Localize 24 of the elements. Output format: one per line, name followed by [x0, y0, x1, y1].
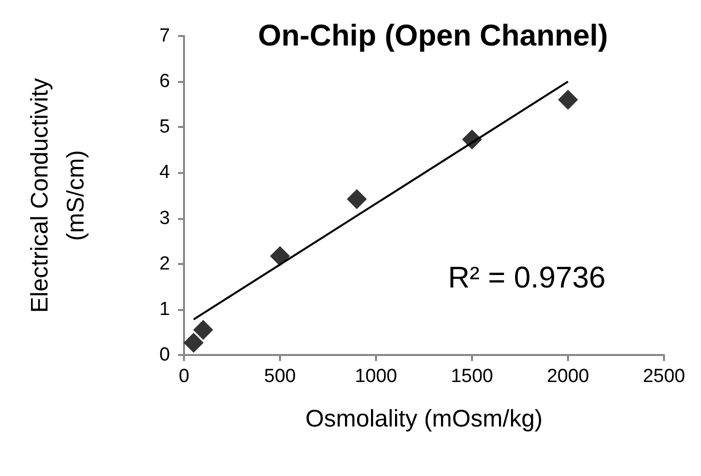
x-tick-label: 500: [264, 366, 296, 387]
chart-title: On-Chip (Open Channel): [258, 20, 608, 52]
annotation: R² = 0.9736: [448, 262, 606, 294]
y-tick-label: 0: [159, 344, 170, 366]
x-axis-title: Osmolality (mOsm/kg): [305, 406, 543, 432]
y-axis-title: Electrical Conductivity (mS/cm): [26, 78, 90, 313]
point: [346, 189, 367, 210]
y-tick-label: 7: [159, 26, 170, 46]
y-tick-label: 2: [159, 253, 170, 274]
y-tick-label: 5: [159, 116, 170, 138]
point: [184, 332, 204, 353]
point: [270, 246, 290, 266]
y-tick-label: 4: [159, 162, 170, 184]
x-tick-label: 1000: [354, 366, 398, 387]
y-tick-label: 1: [159, 298, 170, 320]
x-tick-label: 0: [178, 366, 190, 387]
y-tick-label: 6: [159, 71, 170, 92]
y-tick-label: 3: [159, 208, 170, 229]
point: [193, 320, 214, 340]
x-tick-label: 2500: [642, 366, 686, 387]
point: [558, 90, 578, 110]
x-tick-label: 2000: [546, 366, 590, 387]
x-tick-label: 1500: [450, 366, 494, 387]
point: [462, 129, 482, 150]
